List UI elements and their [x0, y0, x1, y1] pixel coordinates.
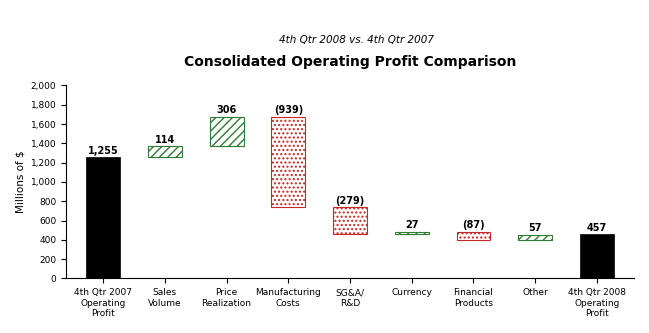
Bar	[580, 234, 614, 278]
Bar	[271, 117, 305, 207]
Bar	[86, 157, 120, 278]
Text: 114: 114	[154, 135, 175, 145]
Text: (279): (279)	[336, 196, 365, 206]
Bar	[456, 232, 491, 240]
Title: Consolidated Operating Profit Comparison: Consolidated Operating Profit Comparison	[184, 55, 516, 69]
Text: 457: 457	[587, 223, 607, 233]
Text: 27: 27	[405, 220, 419, 230]
Text: 57: 57	[528, 223, 542, 233]
Y-axis label: Millions of $: Millions of $	[15, 151, 25, 213]
Text: 306: 306	[216, 105, 237, 115]
Bar	[148, 146, 182, 157]
Bar	[333, 207, 367, 234]
Bar	[395, 232, 429, 234]
Text: 4th Qtr 2008 vs. 4th Qtr 2007: 4th Qtr 2008 vs. 4th Qtr 2007	[280, 35, 434, 45]
Text: (87): (87)	[462, 220, 485, 230]
Text: 1,255: 1,255	[88, 146, 119, 156]
Text: (939): (939)	[274, 105, 303, 115]
Bar	[519, 235, 552, 240]
Bar	[210, 117, 243, 146]
